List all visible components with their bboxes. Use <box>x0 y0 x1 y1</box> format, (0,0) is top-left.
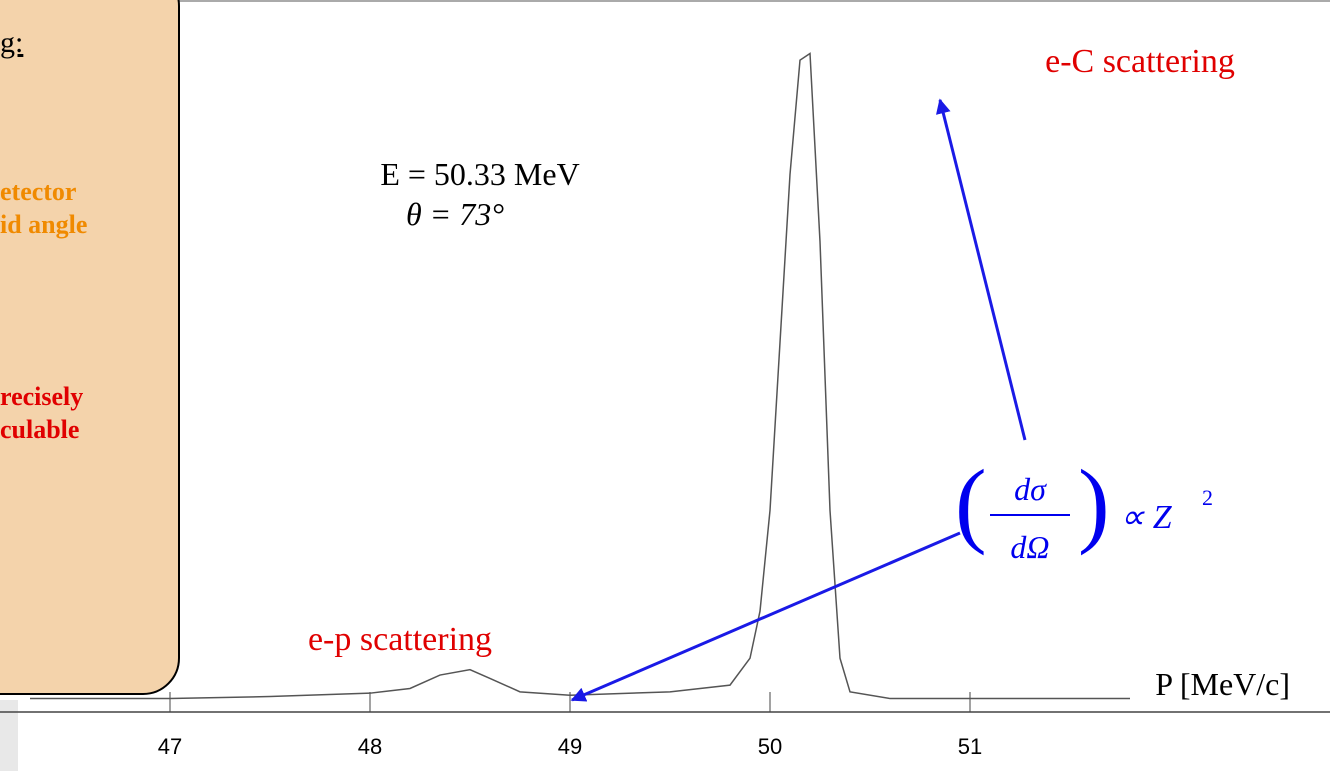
x-tick-label: 47 <box>158 734 182 759</box>
paren: ( <box>955 450 987 556</box>
panel-text: recisely <box>0 382 83 411</box>
arrow <box>935 98 1027 441</box>
panel-heading: g: <box>0 26 23 59</box>
proton-label: e-p scattering <box>308 621 492 658</box>
arrow <box>570 531 961 702</box>
spectrum-line <box>30 52 1130 700</box>
panel-text: id angle <box>0 210 87 239</box>
carbon-label: e-C scattering <box>1045 43 1235 80</box>
formula: ( ) dσ dΩ ∝ Z 2 <box>955 450 1213 565</box>
x-axis-label: P [MeV/c] <box>1155 666 1290 702</box>
x-tick-label: 51 <box>958 734 982 759</box>
numerator: dσ <box>1014 471 1047 507</box>
x-tick-label: 50 <box>758 734 782 759</box>
x-tick-label: 49 <box>558 734 582 759</box>
denominator: dΩ <box>1010 529 1049 565</box>
plot: 47 48 49 50 51 <box>0 52 1330 759</box>
slide-frame <box>0 700 18 771</box>
side-panel <box>0 0 180 695</box>
energy-label: E = 50.33 MeV <box>380 156 579 192</box>
panel-text: culable <box>0 415 79 444</box>
paren: ) <box>1078 450 1110 556</box>
proportional: ∝ Z <box>1120 499 1173 536</box>
exponent: 2 <box>1202 485 1213 510</box>
panel-text: etector <box>0 177 76 206</box>
angle-label: θ = 73° <box>406 196 504 232</box>
x-tick-label: 48 <box>358 734 382 759</box>
